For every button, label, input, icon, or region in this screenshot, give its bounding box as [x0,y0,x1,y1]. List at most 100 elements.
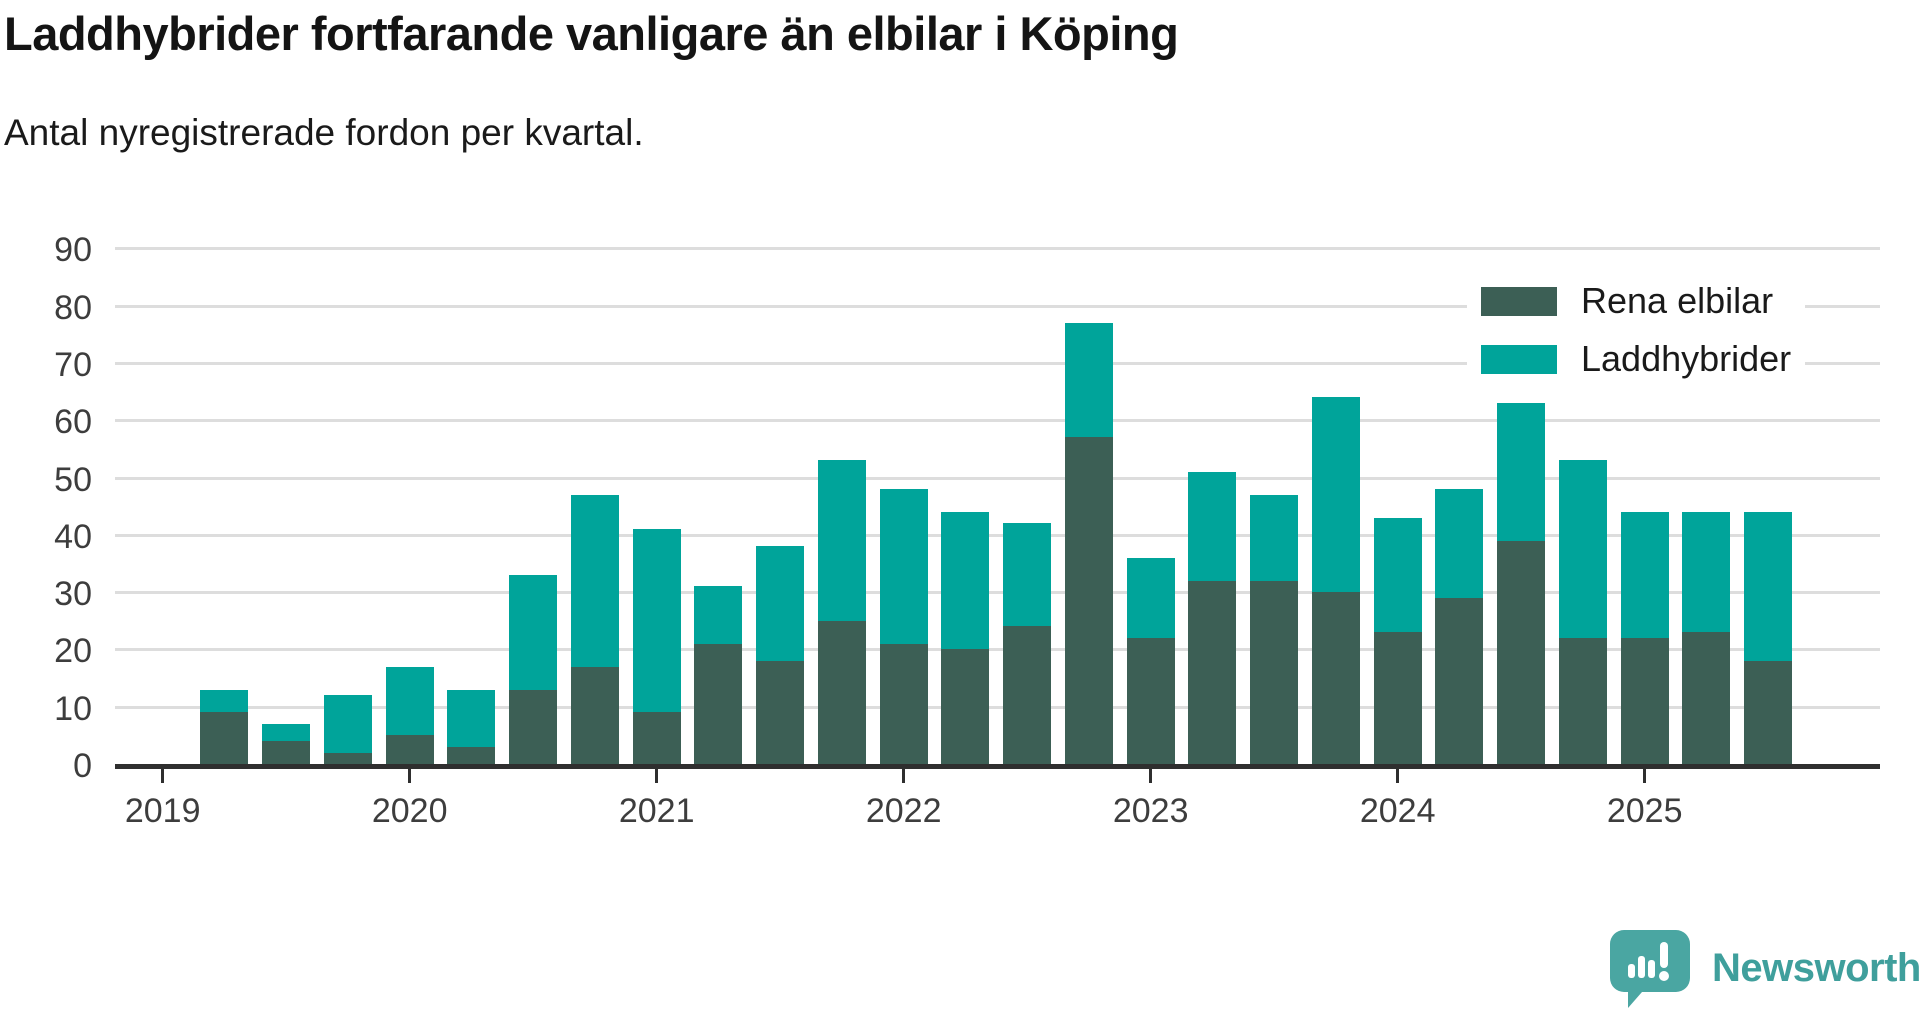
legend-item-rena-elbilar: Rena elbilar [1481,282,1791,320]
bar-laddhybrider-2024-Q3[interactable] [1497,403,1546,541]
x-axis-tick-2020 [408,769,412,783]
bar-rena-elbilar-2021-Q3[interactable] [756,660,805,764]
bar-rena-elbilar-2023-Q4[interactable] [1311,592,1360,764]
gridline-50 [115,476,1880,480]
newsworthy-branding[interactable]: Newsworthy [1604,926,1920,1010]
bar-laddhybrider-2019-Q4[interactable] [323,695,372,753]
legend-label-laddhybrider: Laddhybrider [1581,338,1792,379]
bar-laddhybrider-2022-Q2[interactable] [941,511,990,650]
bar-rena-elbilar-2023-Q1[interactable] [1126,637,1175,764]
x-axis-label-2023: 2023 [1112,792,1189,830]
bar-rena-elbilar-2021-Q1[interactable] [632,712,681,764]
bar-laddhybrider-2020-Q2[interactable] [447,689,496,747]
bar-laddhybrider-2021-Q1[interactable] [632,529,681,713]
bar-laddhybrider-2025-Q3[interactable] [1744,511,1793,661]
chart-title: Laddhybrider fortfarande vanligare än el… [4,7,1179,60]
bar-rena-elbilar-2021-Q4[interactable] [817,620,866,764]
legend: Rena elbilar Laddhybrider [1467,276,1806,400]
legend-label-rena-elbilar: Rena elbilar [1581,280,1774,321]
bar-rena-elbilar-2020-Q1[interactable] [385,735,434,764]
legend-swatch-rena-elbilar [1481,286,1557,316]
legend-item-laddhybrider: Laddhybrider [1481,340,1791,378]
bar-rena-elbilar-2023-Q2[interactable] [1188,580,1237,764]
y-axis-label-10: 10 [54,689,92,728]
gridline-30 [115,591,1880,595]
x-axis-label-2021: 2021 [618,792,695,830]
y-axis-label-70: 70 [54,345,92,384]
bar-rena-elbilar-2020-Q2[interactable] [447,746,496,764]
x-axis-label-2024: 2024 [1359,792,1436,830]
bar-laddhybrider-2025-Q1[interactable] [1620,511,1669,638]
bar-rena-elbilar-2019-Q4[interactable] [323,752,372,764]
bar-rena-elbilar-2021-Q2[interactable] [694,643,743,764]
gridline-10 [115,705,1880,709]
x-axis-tick-2023 [1149,769,1153,783]
x-axis-tick-2025 [1643,769,1647,783]
bar-laddhybrider-2021-Q4[interactable] [817,460,866,621]
x-axis-label-2019: 2019 [124,792,201,830]
bar-laddhybrider-2019-Q2[interactable] [200,689,249,713]
bar-laddhybrider-2023-Q3[interactable] [1250,494,1299,581]
bar-rena-elbilar-2020-Q3[interactable] [509,689,558,764]
bar-rena-elbilar-2024-Q4[interactable] [1558,637,1607,764]
x-axis-tick-2022 [902,769,906,783]
bar-rena-elbilar-2022-Q4[interactable] [1064,437,1113,764]
bar-laddhybrider-2023-Q1[interactable] [1126,557,1175,638]
bar-rena-elbilar-2022-Q2[interactable] [941,649,990,764]
bar-laddhybrider-2022-Q3[interactable] [1003,523,1052,627]
bar-laddhybrider-2023-Q4[interactable] [1311,397,1360,593]
bar-laddhybrider-2022-Q4[interactable] [1064,322,1113,438]
bar-rena-elbilar-2024-Q2[interactable] [1435,597,1484,764]
x-axis-line [115,764,1880,769]
bar-laddhybrider-2020-Q3[interactable] [509,574,558,690]
y-axis-label-30: 30 [54,575,92,614]
gridline-70 [115,361,1880,365]
gridline-40 [115,533,1880,537]
y-axis-label-40: 40 [54,517,92,556]
x-axis-tick-2021 [655,769,659,783]
bar-rena-elbilar-2019-Q2[interactable] [200,712,249,764]
bar-laddhybrider-2025-Q2[interactable] [1682,511,1731,633]
bar-laddhybrider-2021-Q3[interactable] [756,546,805,661]
y-axis-label-0: 0 [73,747,92,785]
y-axis-label-20: 20 [54,632,92,671]
bar-rena-elbilar-2022-Q3[interactable] [1003,626,1052,764]
bar-rena-elbilar-2023-Q3[interactable] [1250,580,1299,764]
y-axis-label-80: 80 [54,288,92,327]
bar-rena-elbilar-2025-Q2[interactable] [1682,632,1731,764]
gridline-20 [115,648,1880,652]
chart-subtitle: Antal nyregistrerade fordon per kvartal. [4,112,644,153]
x-axis-tick-2019 [161,769,165,783]
bar-rena-elbilar-2019-Q3[interactable] [262,741,311,764]
bar-laddhybrider-2019-Q3[interactable] [262,723,311,742]
x-axis-tick-2024 [1396,769,1400,783]
bar-rena-elbilar-2024-Q3[interactable] [1497,540,1546,764]
gridline-60 [115,419,1880,423]
bar-laddhybrider-2020-Q1[interactable] [385,666,434,736]
bar-laddhybrider-2024-Q1[interactable] [1373,517,1422,633]
newsworthy-logo-icon [1610,930,1690,1008]
bar-rena-elbilar-2020-Q4[interactable] [570,666,619,764]
bar-laddhybrider-2024-Q2[interactable] [1435,488,1484,598]
gridline-90 [115,247,1880,251]
y-axis-label-90: 90 [54,231,92,270]
bar-rena-elbilar-2025-Q1[interactable] [1620,637,1669,764]
bar-laddhybrider-2020-Q4[interactable] [570,494,619,667]
bar-laddhybrider-2022-Q1[interactable] [879,488,928,644]
bar-rena-elbilar-2025-Q3[interactable] [1744,660,1793,764]
y-axis-label-60: 60 [54,403,92,442]
x-axis-label-2025: 2025 [1606,792,1683,830]
x-axis-label-2022: 2022 [865,792,942,830]
gridline-80 [115,304,1880,308]
legend-swatch-laddhybrider [1481,344,1557,374]
bar-laddhybrider-2023-Q2[interactable] [1188,471,1237,581]
x-axis-label-2020: 2020 [371,792,448,830]
bar-laddhybrider-2024-Q4[interactable] [1558,460,1607,638]
bar-rena-elbilar-2024-Q1[interactable] [1373,632,1422,764]
y-axis-label-50: 50 [54,460,92,499]
bar-laddhybrider-2021-Q2[interactable] [694,586,743,644]
newsworthy-wordmark: Newsworthy [1712,945,1920,990]
bar-rena-elbilar-2022-Q1[interactable] [879,643,928,764]
